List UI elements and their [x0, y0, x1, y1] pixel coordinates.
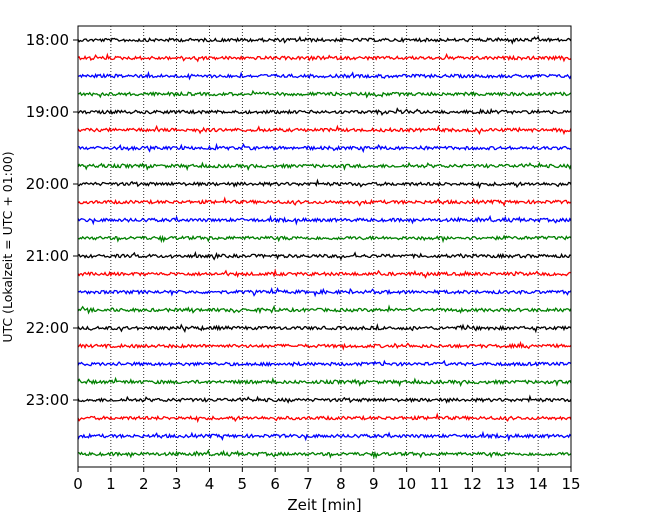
plot-background: [78, 26, 571, 467]
x-tick-label: 1: [106, 475, 116, 493]
x-tick-label: 6: [270, 475, 280, 493]
x-tick-label: 10: [397, 475, 416, 493]
seismic-trace: [77, 214, 572, 226]
x-tick-label: 7: [303, 475, 313, 493]
x-tick-label: 0: [73, 475, 83, 493]
x-tick-label: 4: [205, 475, 215, 493]
seismic-trace: [77, 142, 572, 154]
seismic-trace: [77, 107, 572, 117]
x-axis: 0 1 2 3 4 5 6 7 8 9 10 11 12 13 14 15: [73, 467, 581, 493]
seismic-trace: [77, 430, 572, 442]
seismic-trace: [77, 376, 572, 388]
seismic-trace: [77, 394, 572, 404]
y-tick-label: 19:00: [26, 103, 69, 121]
y-tick-label: 22:00: [26, 319, 69, 337]
seismic-trace: [77, 448, 572, 460]
seismic-trace: [77, 250, 572, 261]
x-tick-label: 14: [529, 475, 548, 493]
seismic-trace: [77, 340, 572, 351]
seismic-trace: [77, 35, 572, 45]
x-tick-label: 9: [369, 475, 379, 493]
x-tick-label: 8: [336, 475, 346, 493]
seismic-trace: [77, 304, 572, 315]
seismic-trace: [77, 234, 572, 244]
trace-group: [77, 35, 572, 460]
y-axis: 18:00 19:00 20:00 21:00 22:00 23:00: [26, 31, 78, 409]
y-tick-label: 18:00: [26, 31, 69, 49]
seismic-trace: [77, 412, 572, 424]
seismic-trace: [77, 89, 572, 99]
x-tick-label: 11: [430, 475, 449, 493]
y-tick-label: 21:00: [26, 247, 69, 265]
seismic-trace: [77, 286, 572, 298]
seismic-trace: [77, 196, 572, 208]
seismic-trace: [77, 359, 572, 368]
x-tick-label: 2: [139, 475, 149, 493]
x-tick-label: 13: [496, 475, 515, 493]
seismic-trace: [77, 70, 572, 81]
y-axis-label: UTC (Lokalzeit = UTC + 01:00): [0, 151, 15, 342]
plot-frame: [77, 25, 572, 468]
x-tick-label: 3: [172, 475, 182, 493]
y-tick-label: 23:00: [26, 391, 69, 409]
x-tick-label: 5: [238, 475, 248, 493]
seismic-trace: [77, 52, 572, 63]
seismic-trace: [77, 178, 572, 190]
seismic-trace: [77, 322, 572, 334]
y-tick-label: 20:00: [26, 175, 69, 193]
seismic-trace: [77, 161, 572, 172]
x-axis-label: Zeit [min]: [287, 496, 361, 514]
x-tick-label: 12: [463, 475, 482, 493]
seismic-trace: [77, 268, 572, 279]
seismic-trace: [77, 124, 572, 136]
x-tick-label: 15: [561, 475, 580, 493]
